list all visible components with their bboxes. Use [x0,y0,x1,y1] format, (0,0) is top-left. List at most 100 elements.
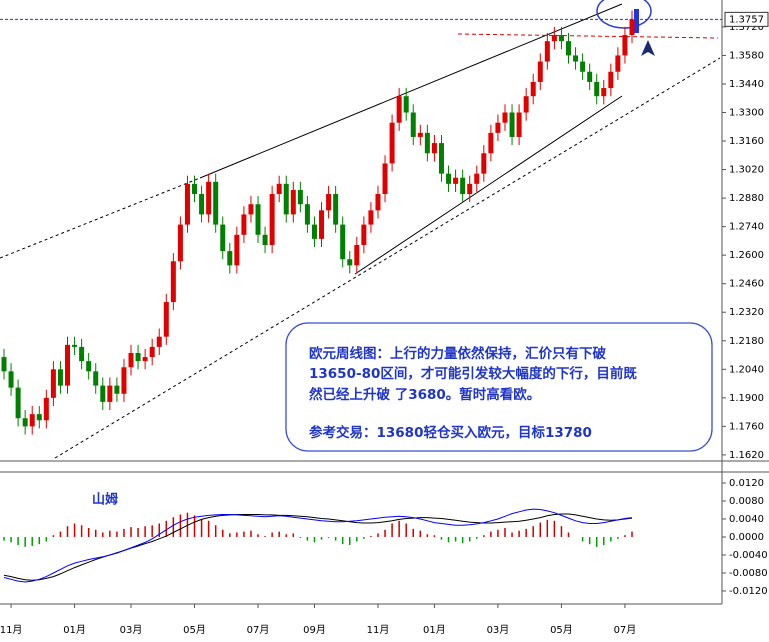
candle-body [544,41,550,62]
candle-body [206,181,212,215]
candle-body [234,234,240,266]
x-tick-label: 09月 [303,624,326,636]
y-tick-label: 1.2600 [729,250,764,261]
candle-body [375,194,381,211]
candle-body [163,302,169,337]
candle-body [495,122,501,133]
candle-body [43,397,49,421]
candle-body [537,61,543,82]
candle-body [516,112,522,137]
y-tick-label: 1.2740 [729,222,764,233]
indicator-label: 山姆 [92,492,118,508]
candle-body [142,357,148,362]
candle-body [100,385,106,402]
x-tick-label: 01月 [423,624,446,636]
y-tick-label: 1.3020 [729,165,764,176]
candle-body [594,81,600,97]
resistance-line [457,33,719,39]
candle-body [269,194,275,245]
x-tick-label: 01月 [63,624,86,636]
candle-body [438,143,444,174]
y-tick-label: 1.1620 [729,450,764,461]
candle-body [220,224,226,252]
candle-body [389,122,395,164]
y-tick-label: -0.0040 [729,550,768,561]
indicator-line [3,508,633,583]
candle-body [65,344,71,386]
x-tick-label: 03月 [120,624,143,636]
y-tick-label: 0.0000 [729,532,764,543]
y-tick-label: 1.3720 [729,22,764,33]
y-tick-label: 1.1760 [729,421,764,432]
candle-body [276,183,282,195]
candle-body [149,346,155,358]
candle-body [608,71,614,89]
y-tick-label: 1.3160 [729,136,764,147]
y-tick-label: 1.2460 [729,279,764,290]
candle-body [262,234,268,245]
candle-body [509,112,515,137]
candle-body [93,371,99,386]
y-tick-label: 0.0120 [729,478,764,489]
y-tick-label: 1.3440 [729,79,764,90]
candle-body [156,336,162,347]
candle-body [431,143,437,154]
candle-body [57,369,63,386]
candle-body [29,414,35,427]
candle-body [227,251,233,266]
candle-body [290,189,296,215]
candle-body [340,224,346,260]
x-tick-label: 03月 [487,624,510,636]
candle-body [135,352,141,362]
candle-body [417,132,423,137]
marker-bar [634,9,639,33]
candle-body [615,55,621,72]
candle-body [333,194,339,225]
highlight-circle [596,0,652,29]
y-tick-label: 1.3580 [729,50,764,61]
annotation-text: 13650-80区间，才可能引发较大幅度的下行，目前既 [309,365,637,382]
candle-body [622,35,628,56]
candle-body [424,132,430,154]
candle-body [382,163,388,195]
candle-body [177,224,183,262]
candle-body [326,194,332,211]
candle-body [573,55,579,62]
y-tick-label: 0.0080 [729,496,764,507]
candle-body [192,183,198,195]
candle-body [410,112,416,137]
candle-body [128,352,134,368]
candle-body [86,361,92,372]
candle-body [121,367,127,394]
annotation-text: 欧元周线图：上行的力量依然保持，汇价只有下破 [309,345,606,362]
candle-body [558,35,564,42]
x-tick-label: 11月 [367,624,390,636]
candle-body [481,153,487,174]
candle-body [474,173,480,184]
candle-body [22,418,28,427]
channel-line [354,95,623,275]
candle-body [453,177,459,184]
arrow-marker [641,40,655,56]
candle-body [79,346,85,362]
annotation-text: 然已经上升破 了3680。暂时高看欧。 [309,386,540,403]
candle-body [601,88,607,97]
x-tick-label: 07月 [614,624,637,636]
candle-body [460,177,466,195]
x-tick-label: 11月 [0,624,22,636]
y-tick-label: -0.0120 [729,586,768,597]
y-tick-label: 1.2880 [729,193,764,204]
x-tick-label: 05月 [550,624,573,636]
candle-body [319,210,325,239]
y-tick-label: 1.3300 [729,108,764,119]
candle-body [15,387,21,419]
candle-body [241,214,247,235]
candle-body [354,244,360,266]
candle-body [50,369,56,398]
candle-body [467,183,473,195]
annotation-box [285,322,713,452]
channel-line [199,3,623,179]
